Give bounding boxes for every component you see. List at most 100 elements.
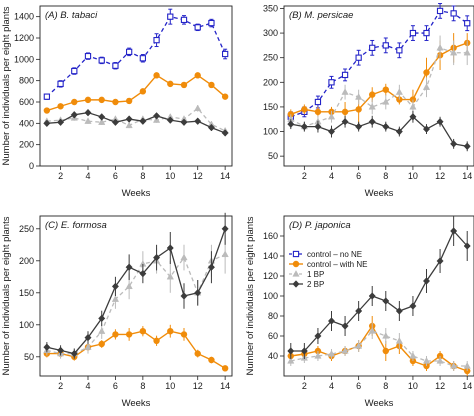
y-tick-label: 40	[268, 351, 278, 361]
data-point	[111, 282, 119, 291]
x-tick-label: 2	[58, 381, 63, 391]
data-point	[314, 122, 322, 131]
data-point	[207, 263, 215, 271]
data-point	[355, 122, 363, 131]
data-point	[369, 91, 376, 98]
legend-label: control – with NE	[307, 260, 367, 269]
y-tick-label: 150	[19, 288, 34, 298]
series-bp2	[287, 216, 471, 359]
data-point	[409, 103, 417, 110]
data-point	[422, 83, 431, 90]
y-tick-label: 50	[24, 352, 34, 362]
x-tick-label: 6	[356, 381, 361, 391]
data-point	[84, 52, 92, 60]
panel-a: 2 4 6 8 10 12 14 0 200 400 600 800 1000 1200 1400 Weeks…	[1, 5, 233, 199]
data-point	[221, 225, 229, 233]
data-point	[43, 343, 51, 351]
data-point	[125, 263, 133, 271]
data-point	[221, 129, 229, 137]
data-point	[368, 292, 376, 300]
data-point	[341, 322, 349, 330]
data-point	[125, 331, 133, 338]
data-point	[422, 125, 431, 133]
data-point	[166, 244, 174, 252]
data-point	[125, 97, 133, 105]
y-tick-label: 150	[263, 102, 278, 112]
data-point	[395, 88, 403, 95]
data-point	[57, 103, 64, 110]
data-point	[382, 98, 390, 105]
series-line	[290, 47, 468, 128]
x-axis-title: Weeks	[365, 188, 394, 199]
data-point	[111, 118, 119, 127]
data-point	[382, 347, 389, 355]
data-point	[194, 104, 202, 112]
data-point	[369, 44, 376, 51]
y-tick-label: 200	[263, 77, 278, 87]
data-point	[208, 356, 215, 364]
series-line	[290, 10, 468, 118]
x-tick-label: 2	[58, 171, 63, 181]
x-tick-label: 2	[302, 381, 307, 391]
data-point	[194, 350, 201, 357]
data-point	[395, 127, 403, 136]
data-point	[395, 307, 403, 315]
x-axis-title: Weeks	[122, 188, 151, 199]
x-tick-label: 8	[383, 381, 388, 391]
legend-marker	[292, 250, 300, 258]
data-point	[43, 119, 51, 128]
data-point	[395, 337, 403, 344]
data-point	[153, 112, 161, 120]
series-with-ne	[287, 316, 471, 376]
data-point	[112, 331, 119, 338]
y-tick-label: 160	[263, 231, 278, 241]
data-point	[287, 357, 295, 364]
x-tick-label: 14	[220, 171, 230, 181]
data-point	[180, 81, 188, 89]
data-point	[423, 29, 430, 37]
data-point	[450, 10, 457, 17]
series-bp2	[43, 108, 229, 137]
data-point	[341, 88, 349, 95]
data-point	[43, 93, 51, 100]
panel-d: 2 4 6 8 10 12 14 40 60 80 100 120 140 160 Weeks Number …	[245, 215, 474, 409]
x-axis-title: Weeks	[122, 398, 151, 409]
legend-marker	[292, 270, 300, 277]
series-line	[46, 330, 226, 369]
y-tick-label: 60	[268, 331, 278, 341]
data-point	[463, 142, 471, 151]
series-line	[290, 229, 468, 352]
data-point	[463, 48, 471, 56]
x-tick-label: 10	[165, 381, 175, 391]
data-point	[382, 122, 390, 131]
y-tick-label: 80	[268, 311, 278, 321]
x-axis-title: Weeks	[365, 398, 394, 409]
x-tick-label: 8	[140, 381, 145, 391]
panel-c: 2 4 6 8 10 12 14 50 100 150 200 250 Weeks Number of i…	[1, 212, 233, 409]
data-point	[464, 20, 471, 27]
legend-item-no-ne: control – no NE	[289, 250, 362, 259]
data-point	[208, 19, 215, 27]
legend-label: 1 BP	[307, 270, 324, 279]
data-point	[71, 98, 78, 106]
data-point	[180, 292, 188, 300]
data-point	[314, 332, 322, 340]
data-point	[450, 140, 458, 148]
x-tick-label: 14	[220, 381, 230, 391]
data-point	[180, 118, 188, 127]
panel-title: (A) B. tabaci	[45, 10, 98, 21]
x-tick-label: 4	[329, 171, 334, 181]
data-point	[423, 69, 430, 76]
series-line	[290, 330, 468, 367]
data-point	[153, 36, 160, 44]
data-point	[166, 272, 174, 280]
data-point	[409, 113, 417, 121]
y-tick-label: 250	[263, 53, 278, 63]
data-point	[436, 43, 444, 51]
data-point	[57, 346, 65, 355]
legend-label: control – no NE	[307, 250, 362, 259]
data-point	[409, 352, 417, 359]
data-point	[208, 81, 215, 89]
data-point	[409, 302, 417, 310]
